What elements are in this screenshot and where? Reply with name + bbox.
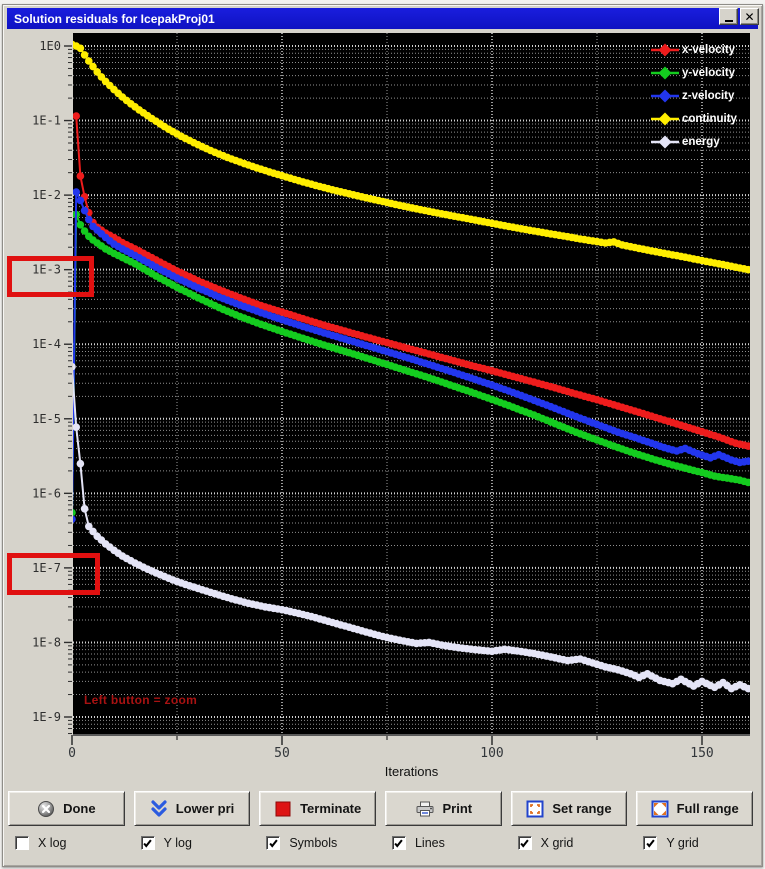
toolbar: Done Lower pri Terminate Print [8, 791, 753, 826]
legend-marker-icon [651, 135, 679, 148]
check-icon [646, 838, 655, 848]
checkbox-symbols[interactable]: Symbols [259, 836, 376, 850]
set-range-button[interactable]: Set range [510, 791, 628, 826]
checkbox-x-grid[interactable]: X grid [511, 836, 628, 850]
minimize-icon [724, 19, 733, 22]
plot-annotation: Left button = zoom [84, 693, 198, 707]
y-tick-label: 1E-7 [32, 561, 61, 575]
y-tick-label: 1E-4 [32, 337, 61, 351]
check-icon [269, 838, 278, 848]
title-bar[interactable]: Solution residuals for IcepakProj01 [7, 8, 758, 29]
legend-item-y-velocity: y-velocity [650, 61, 752, 84]
cancel-circle-icon [38, 800, 55, 817]
set-range-icon [526, 800, 544, 817]
legend-label: y-velocity [682, 66, 736, 79]
checkbox-box[interactable] [643, 836, 658, 850]
y-tick-label: 1E-1 [32, 114, 61, 128]
done-button[interactable]: Done [8, 791, 125, 826]
red-square-icon [275, 801, 291, 816]
legend-item-x-velocity: x-velocity [650, 38, 752, 61]
legend-label: continuity [682, 112, 737, 125]
double-chevron-down-icon [151, 799, 167, 817]
y-tick-label: 1E-2 [32, 188, 61, 202]
legend-label: z-velocity [682, 89, 735, 102]
checkbox-box[interactable] [140, 836, 155, 850]
checkbox-x-log[interactable]: X log [8, 836, 125, 850]
x-axis-title: Iterations [384, 764, 439, 779]
close-icon: ✕ [744, 9, 755, 24]
check-icon [143, 838, 152, 848]
y-tick-label: 1E-9 [32, 710, 61, 724]
full-range-icon [651, 800, 669, 817]
highlight-rect-1e-7 [7, 553, 100, 595]
y-tick-label: 1E-5 [32, 412, 61, 426]
full-range-button[interactable]: Full range [636, 791, 753, 826]
series-energy [73, 363, 750, 693]
legend-item-continuity: continuity [650, 107, 752, 130]
checkbox-y-log[interactable]: Y log [134, 836, 251, 850]
y-tick-label: 1E-6 [32, 486, 61, 500]
legend-label: energy [682, 135, 720, 148]
legend-item-energy: energy [650, 130, 752, 153]
lower-pri-button[interactable]: Lower pri [133, 791, 251, 826]
x-tick-label: 0 [68, 746, 76, 761]
x-tick-label: 50 [274, 746, 290, 761]
series-continuity [73, 40, 750, 274]
minimize-button[interactable] [719, 8, 738, 25]
printer-icon [416, 801, 433, 816]
window-title: Solution residuals for IcepakProj01 [14, 11, 215, 26]
options-row: X log Y log Symbols Lines X grid Y grid [8, 836, 753, 850]
checkbox-lines[interactable]: Lines [385, 836, 502, 850]
series-z-velocity [73, 188, 750, 523]
y-tick-label: 1E-8 [32, 635, 61, 649]
series-y-velocity [73, 210, 750, 517]
print-button[interactable]: Print [384, 791, 502, 826]
checkbox-box[interactable] [391, 836, 406, 850]
checkbox-box[interactable] [15, 836, 29, 850]
terminate-button[interactable]: Terminate [259, 791, 376, 826]
legend-marker-icon [651, 66, 679, 79]
legend-marker-icon [651, 112, 679, 125]
plot-legend: x-velocity y-velocity z-velocity continuity… [650, 38, 752, 153]
series-x-velocity [73, 112, 750, 450]
y-tick-label: 1E0 [39, 39, 61, 53]
check-icon [520, 838, 529, 848]
x-tick-label: 100 [480, 746, 503, 761]
check-icon [394, 838, 404, 848]
y-tick-label: 1E-3 [32, 263, 61, 277]
close-button[interactable]: ✕ [740, 8, 759, 25]
highlight-rect-1e-3 [7, 256, 94, 297]
legend-label: x-velocity [682, 43, 736, 56]
x-tick-label: 150 [690, 746, 713, 761]
legend-marker-icon [651, 89, 679, 102]
checkbox-y-grid[interactable]: Y grid [636, 836, 753, 850]
legend-item-z-velocity: z-velocity [650, 84, 752, 107]
legend-marker-icon [651, 43, 679, 56]
checkbox-box[interactable] [266, 836, 281, 850]
checkbox-box[interactable] [517, 836, 532, 850]
